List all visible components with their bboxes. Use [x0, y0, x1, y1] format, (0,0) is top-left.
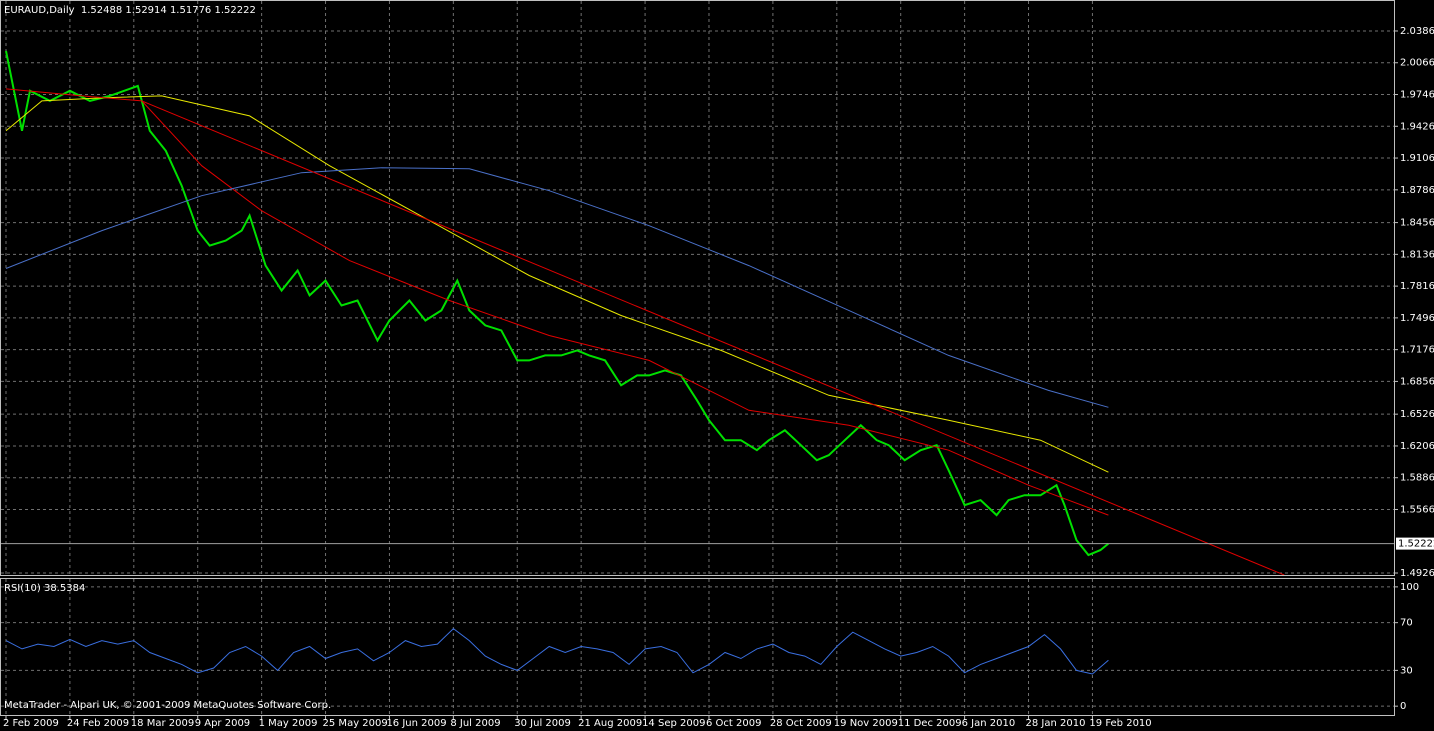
x-tick-label: 14 Sep 2009	[642, 718, 705, 729]
series-line	[5, 627, 1109, 675]
y-tick-label: 1.78160	[1400, 281, 1434, 292]
last-price-label: 1.52222	[1398, 539, 1434, 550]
y-tick-label: 1.91060	[1400, 153, 1434, 164]
x-tick-label: 19 Nov 2009	[834, 718, 898, 729]
x-tick-label: 24 Feb 2009	[67, 718, 129, 729]
x-tick-label: 28 Oct 2009	[770, 718, 832, 729]
y-tick-label: 1.65260	[1400, 409, 1434, 420]
x-tick-label: 9 Apr 2009	[195, 718, 250, 729]
series-line	[5, 50, 1110, 557]
x-tick-label: 25 May 2009	[323, 718, 388, 729]
y-tick-label: 70	[1400, 618, 1413, 629]
last-price-box	[1396, 537, 1434, 550]
x-tick-label: 6 Jan 2010	[962, 718, 1016, 729]
series-line	[5, 88, 1109, 516]
x-tick-label: 19 Feb 2010	[1089, 718, 1151, 729]
x-tick-label: 11 Dec 2009	[898, 718, 962, 729]
y-tick-label: 1.49260	[1400, 568, 1434, 579]
y-tick-label: 1.58860	[1400, 473, 1434, 484]
x-tick-label: 18 Mar 2009	[131, 718, 194, 729]
rsi-pane-frame	[0, 578, 1395, 716]
y-tick-label: 1.62060	[1400, 441, 1434, 452]
main-pane-frame	[0, 0, 1395, 576]
x-tick-label: 28 Jan 2010	[1026, 718, 1086, 729]
series-line	[5, 167, 1109, 408]
y-tick-label: 1.68560	[1400, 376, 1434, 387]
x-tick-label: 8 Jul 2009	[450, 718, 500, 729]
y-tick-label: 2.03860	[1400, 26, 1434, 37]
y-tick-label: 1.55660	[1400, 504, 1434, 515]
x-tick-label: 6 Oct 2009	[706, 718, 761, 729]
series-line	[141, 100, 1285, 575]
y-tick-label: 1.74960	[1400, 313, 1434, 324]
y-tick-label: 1.94260	[1400, 121, 1434, 132]
footer: MetaTrader - Alpari UK, © 2001-2009 Meta…	[4, 700, 331, 711]
series-line	[5, 95, 1109, 473]
chart-title: EURAUD,Daily 1.52488 1.52914 1.51776 1.5…	[4, 5, 256, 16]
y-tick-label: 30	[1400, 665, 1413, 676]
x-tick-label: 16 Jun 2009	[386, 718, 446, 729]
y-tick-label: 100	[1400, 582, 1419, 593]
y-tick-label: 2.00660	[1400, 58, 1434, 69]
x-tick-label: 21 Aug 2009	[578, 718, 642, 729]
y-tick-label: 1.97460	[1400, 90, 1434, 101]
x-tick-label: 30 Jul 2009	[514, 718, 571, 729]
x-tick-label: 1 May 2009	[259, 718, 318, 729]
y-tick-label: 1.84560	[1400, 218, 1434, 229]
y-tick-label: 0	[1400, 701, 1406, 712]
rsi-title: RSI(10) 38.5384	[4, 583, 85, 594]
y-tick-label: 1.87860	[1400, 185, 1434, 196]
y-tick-label: 1.81360	[1400, 249, 1434, 260]
x-tick-label: 2 Feb 2009	[3, 718, 59, 729]
y-tick-label: 1.71760	[1400, 345, 1434, 356]
